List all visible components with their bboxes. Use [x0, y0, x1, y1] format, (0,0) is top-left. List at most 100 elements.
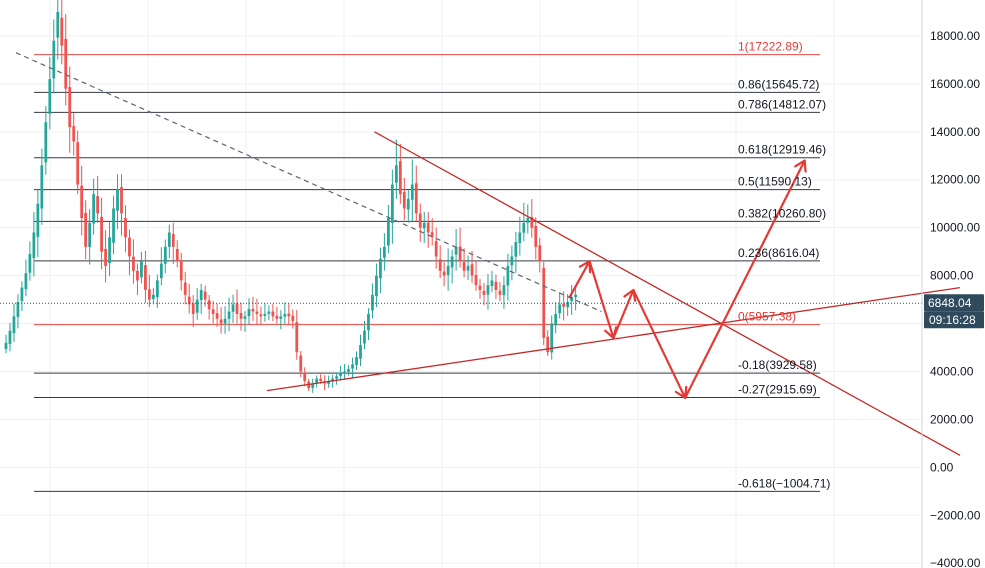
- candle-body: [530, 217, 534, 228]
- candle-body: [335, 376, 339, 379]
- candle: [247, 298, 251, 325]
- candle-body: [299, 355, 303, 372]
- candle: [28, 241, 32, 281]
- candle: [271, 303, 275, 322]
- candle: [450, 250, 454, 284]
- candle: [538, 237, 542, 273]
- candle-body: [482, 290, 486, 295]
- candle-body: [136, 270, 139, 281]
- candle-body: [371, 294, 374, 311]
- candle-body: [104, 248, 107, 267]
- candle: [502, 276, 506, 309]
- candle-body: [243, 316, 247, 319]
- candle: [195, 288, 199, 320]
- candle-body: [263, 313, 267, 316]
- countdown-badge: [924, 311, 984, 329]
- candle-body: [538, 245, 542, 262]
- candle: [446, 248, 450, 291]
- candle: [104, 230, 107, 283]
- candle: [116, 174, 119, 229]
- candle-body: [267, 311, 271, 314]
- y-tick-label: 18000.00: [930, 29, 980, 43]
- candle: [179, 252, 183, 291]
- candle-body: [159, 263, 163, 279]
- candle: [84, 200, 88, 260]
- candle-body: [215, 313, 219, 319]
- countdown-label: 09:16:28: [929, 313, 976, 327]
- candle: [335, 372, 339, 385]
- candle-body: [462, 261, 466, 271]
- candle-body: [36, 203, 40, 237]
- candle: [295, 310, 299, 360]
- candle-body: [28, 254, 32, 273]
- candle: [474, 260, 478, 291]
- candle: [426, 212, 430, 248]
- y-tick-label: −4000.00: [930, 556, 981, 568]
- candle: [454, 229, 458, 271]
- candle-body: [291, 315, 295, 322]
- candle-body: [550, 323, 554, 353]
- candle: [64, 13, 68, 106]
- candle-body: [379, 258, 382, 279]
- y-tick-label: 2000.00: [930, 412, 974, 426]
- candle: [251, 296, 255, 321]
- candle-body: [339, 373, 342, 376]
- candle-body: [40, 165, 44, 209]
- candle: [231, 294, 235, 324]
- fib-level-label: 0.786(14812.07): [738, 97, 826, 111]
- candle: [283, 302, 287, 324]
- candle: [144, 250, 147, 303]
- candle: [155, 274, 159, 308]
- candle-body: [454, 246, 458, 255]
- candle-body: [76, 142, 80, 185]
- candle-body: [128, 237, 131, 257]
- candle-body: [458, 246, 462, 262]
- candle: [36, 188, 40, 257]
- candle-body: [406, 198, 410, 210]
- candle-body: [574, 294, 578, 298]
- candle-body: [203, 291, 207, 300]
- candle-body: [303, 372, 307, 382]
- candle-body: [227, 311, 231, 319]
- candle: [418, 203, 422, 242]
- candle: [506, 253, 510, 301]
- candle: [207, 295, 211, 320]
- price-axis[interactable]: 18000.00 16000.00 14000.00 12000.00 10000.00…: [921, 0, 984, 568]
- candle: [48, 57, 52, 130]
- candle: [486, 273, 490, 310]
- candle-body: [418, 213, 422, 228]
- candle-body: [52, 40, 56, 79]
- candle: [510, 245, 514, 281]
- candle: [108, 221, 111, 277]
- candle: [191, 295, 195, 328]
- projection-path: [568, 159, 807, 399]
- candle: [40, 148, 44, 225]
- candle-body: [195, 299, 199, 313]
- fib-level-label: 0.618(12919.46): [738, 143, 826, 157]
- candle: [275, 306, 279, 324]
- projection-arrow: [684, 159, 807, 399]
- fib-level-label: -0.618(−1004.71): [738, 476, 830, 490]
- candle-body: [199, 289, 203, 301]
- candle: [175, 240, 179, 268]
- candle: [259, 306, 263, 326]
- candle: [458, 227, 462, 268]
- candle: [482, 282, 486, 306]
- candle-body: [331, 378, 335, 382]
- candle: [574, 285, 578, 311]
- fib-level-label: 0.382(10260.80): [738, 206, 826, 220]
- candle: [490, 270, 494, 293]
- candle-body: [124, 218, 127, 238]
- candle-body: [566, 301, 570, 308]
- candle-body: [144, 265, 147, 290]
- fib-level-label: 1(17222.89): [738, 40, 803, 54]
- candle: [136, 263, 139, 295]
- candle-body: [343, 371, 346, 374]
- candle-body: [430, 232, 434, 238]
- candle: [514, 231, 518, 273]
- candle: [375, 263, 378, 308]
- candle-body: [394, 165, 398, 183]
- candle-body: [68, 87, 72, 128]
- candle: [570, 285, 574, 315]
